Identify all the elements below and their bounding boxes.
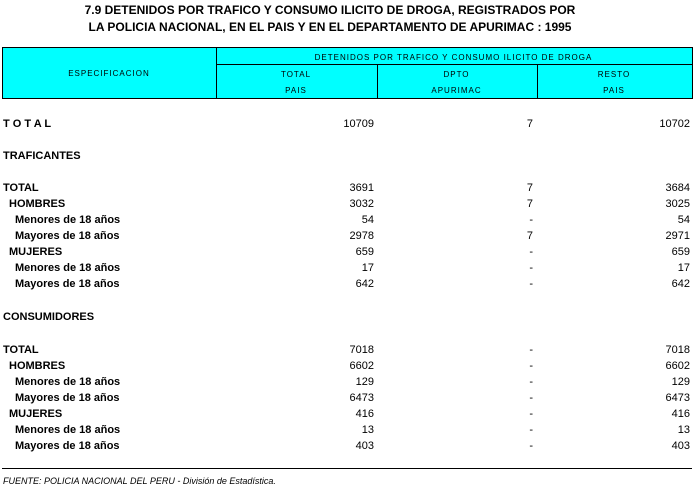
group-header: DETENIDOS POR TRAFICO Y CONSUMO ILICITO … — [314, 53, 593, 62]
cell-value: - — [529, 408, 533, 420]
column-header: PAIS — [603, 86, 625, 95]
cell-value: 17 — [677, 262, 690, 274]
row-label: TOTAL — [3, 344, 39, 356]
cell-value: - — [529, 262, 533, 274]
header-cell — [216, 64, 378, 99]
column-header: RESTO — [597, 70, 631, 79]
cell-value: 3691 — [349, 182, 374, 194]
cell-value: 416 — [355, 408, 374, 420]
cell-value: 17 — [361, 262, 374, 274]
row-label: Mayores de 18 años — [15, 440, 120, 452]
cell-value: 13 — [361, 424, 374, 436]
cell-value: 6602 — [349, 360, 374, 372]
cell-value: 7 — [526, 230, 533, 242]
cell-value: 7018 — [665, 344, 690, 356]
cell-value: 10702 — [659, 118, 690, 130]
row-label: TOTAL — [3, 182, 39, 194]
cell-value: 6473 — [665, 392, 690, 404]
cell-value: 659 — [355, 246, 374, 258]
cell-value: - — [529, 424, 533, 436]
row-label: Menores de 18 años — [15, 262, 121, 274]
cell-value: 54 — [361, 214, 374, 226]
column-header: APURIMAC — [431, 86, 482, 95]
cell-value: 2978 — [349, 230, 374, 242]
cell-value: 3025 — [665, 198, 690, 210]
row-label: Mayores de 18 años — [15, 230, 120, 242]
row-label: HOMBRES — [9, 360, 66, 372]
column-header: DPTO — [443, 70, 470, 79]
cell-value: 659 — [671, 246, 690, 258]
cell-value: 13 — [677, 424, 690, 436]
cell-value: 54 — [677, 214, 690, 226]
cell-value: - — [529, 392, 533, 404]
cell-value: 3684 — [665, 182, 690, 194]
cell-value: - — [529, 344, 533, 356]
cell-value: 403 — [671, 440, 690, 452]
cell-value: - — [529, 246, 533, 258]
row-label: HOMBRES — [9, 198, 66, 210]
column-header: PAIS — [285, 86, 307, 95]
cell-value: 10709 — [343, 118, 374, 130]
header-cell — [377, 64, 538, 99]
cell-value: 3032 — [349, 198, 374, 210]
cell-value: - — [529, 214, 533, 226]
rule — [2, 468, 692, 469]
cell-value: 642 — [355, 278, 374, 290]
cell-value: 6473 — [349, 392, 374, 404]
row-label: MUJERES — [9, 408, 63, 420]
header-cell — [2, 47, 218, 99]
row-label: Mayores de 18 años — [15, 392, 120, 404]
cell-value: - — [529, 278, 533, 290]
cell-value: 7 — [526, 198, 533, 210]
row-label: T O T A L — [3, 118, 52, 130]
cell-value: 6602 — [665, 360, 690, 372]
row-label: Menores de 18 años — [15, 424, 121, 436]
cell-value: 129 — [671, 376, 690, 388]
cell-value: 7018 — [349, 344, 374, 356]
cell-value: 416 — [671, 408, 690, 420]
column-header: TOTAL — [280, 70, 312, 79]
title: 7.9 DETENIDOS POR TRAFICO Y CONSUMO ILIC… — [84, 3, 576, 17]
cell-value: 403 — [355, 440, 374, 452]
row-label: MUJERES — [9, 246, 63, 258]
cell-value: 2971 — [665, 230, 690, 242]
row-label: Menores de 18 años — [15, 376, 121, 388]
cell-value: - — [529, 376, 533, 388]
source: FUENTE: POLICIA NACIONAL DEL PERU - Divi… — [3, 476, 276, 486]
cell-value: 7 — [526, 182, 533, 194]
cell-value: - — [529, 360, 533, 372]
cell-value: 7 — [526, 118, 533, 130]
cell-value: - — [529, 440, 533, 452]
row-label: CONSUMIDORES — [3, 311, 95, 323]
row-label: Mayores de 18 años — [15, 278, 120, 290]
title: LA POLICIA NACIONAL, EN EL PAIS Y EN EL … — [88, 20, 572, 34]
spec-header: ESPECIFICACION — [68, 69, 150, 78]
cell-value: 129 — [355, 376, 374, 388]
row-label: TRAFICANTES — [3, 150, 81, 162]
header-cell — [537, 64, 693, 99]
cell-value: 642 — [671, 278, 690, 290]
row-label: Menores de 18 años — [15, 214, 121, 226]
